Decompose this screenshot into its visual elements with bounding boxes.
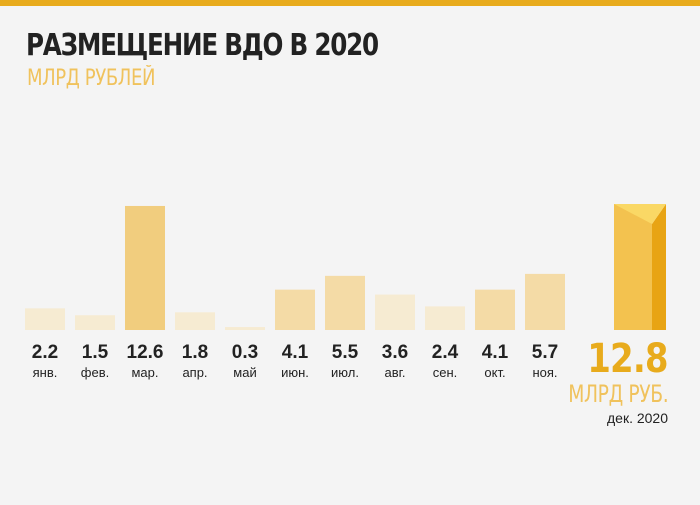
bar-11 — [525, 273, 565, 330]
bar-month-label-5: май — [233, 365, 256, 380]
bar-month-label-3: мар. — [131, 365, 158, 380]
bar-value-label-5: 0.3 — [232, 342, 258, 363]
bar-month-label-11: ноя. — [532, 365, 557, 380]
bar-6 — [275, 289, 315, 330]
bar-value-label-6: 4.1 — [282, 342, 309, 363]
bar-value-label-9: 2.4 — [432, 342, 459, 363]
bar-value-label-4: 1.8 — [182, 342, 208, 363]
bar-9 — [425, 306, 465, 330]
bar-4 — [175, 312, 215, 330]
top-accent-rule — [0, 0, 700, 6]
highlight-period: дек. 2020 — [606, 410, 668, 426]
bar-5 — [225, 327, 265, 330]
bar-3 — [125, 205, 165, 330]
bar-value-label-11: 5.7 — [532, 342, 558, 363]
bar-7 — [325, 275, 365, 330]
bar-value-label-2: 1.5 — [82, 342, 109, 363]
chart-title: РАЗМЕЩЕНИЕ ВДО В 2020 — [26, 28, 379, 63]
bar-month-label-1: янв. — [33, 365, 58, 380]
bar-8 — [375, 294, 415, 330]
highlight-value: 12.8 — [587, 336, 669, 382]
bar-2 — [75, 315, 115, 330]
bar-1 — [25, 308, 65, 330]
bar-10 — [475, 289, 515, 330]
bar-month-label-8: авг. — [385, 365, 406, 380]
highlight-bar-front — [614, 204, 652, 330]
bar-month-label-2: фев. — [81, 365, 109, 380]
bar-value-label-1: 2.2 — [32, 342, 58, 363]
bar-value-label-7: 5.5 — [332, 342, 359, 363]
highlight-bar-side — [652, 204, 666, 330]
highlight-bar-top — [614, 204, 666, 224]
bar-month-label-6: июн. — [281, 365, 309, 380]
bar-month-label-7: июл. — [331, 365, 359, 380]
chart-subtitle: МЛРД РУБЛЕЙ — [27, 66, 156, 91]
bar-value-label-8: 3.6 — [382, 342, 408, 363]
bar-month-label-9: сен. — [433, 365, 458, 380]
highlight-unit: МЛРД РУБ. — [567, 380, 668, 408]
bar-value-label-10: 4.1 — [482, 342, 509, 363]
bar-month-label-10: окт. — [484, 365, 505, 380]
bar-value-label-3: 12.6 — [127, 342, 164, 363]
bar-month-label-4: апр. — [182, 365, 207, 380]
